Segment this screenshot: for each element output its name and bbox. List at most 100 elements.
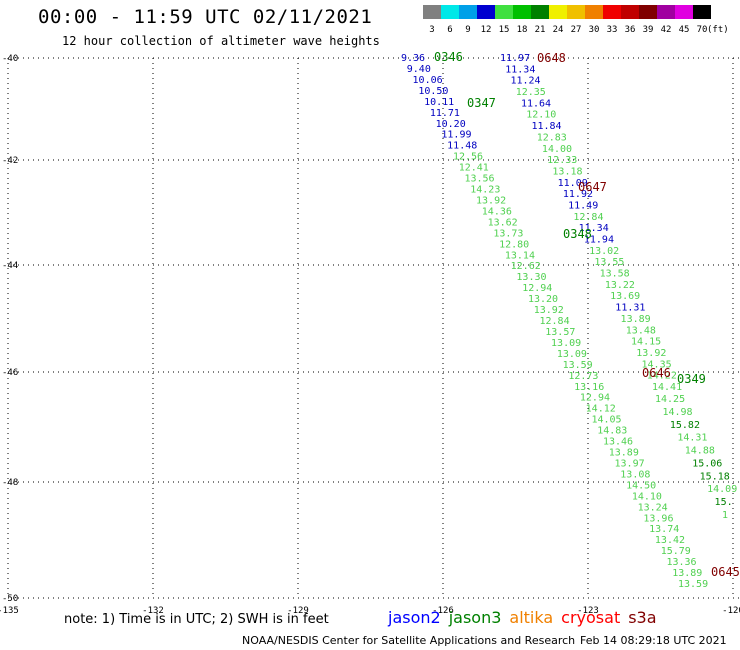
track-a-value: 12.94 xyxy=(522,283,552,294)
legend-swatch-33 xyxy=(603,5,621,19)
lon-label: -120 xyxy=(722,606,740,616)
track-b-value: 11.94 xyxy=(584,235,614,246)
legend-swatch-9 xyxy=(459,5,477,19)
satellite-jason3: jason3 xyxy=(448,608,502,627)
legend-swatch-15 xyxy=(495,5,513,19)
track-a-value: 13.96 xyxy=(643,513,673,524)
track-a-value: 11.48 xyxy=(447,141,477,152)
track-a-value: 13.97 xyxy=(615,458,645,469)
track-a-value: 13.24 xyxy=(638,502,668,513)
track-a-value: 14.36 xyxy=(482,206,512,217)
track-b-value: 13.48 xyxy=(626,325,656,336)
track-b-value: 11.24 xyxy=(510,76,540,87)
satellite-s3a: s3a xyxy=(628,608,657,627)
track-a-value: 10.06 xyxy=(413,75,443,86)
track-c-value: 15.06 xyxy=(692,458,722,469)
track-a-value: 13.62 xyxy=(488,217,518,228)
pass-time-label: 0648 xyxy=(537,51,566,65)
legend-value-42: 42 xyxy=(661,25,672,35)
track-b-value: 13.89 xyxy=(621,314,651,325)
legend-swatch-24 xyxy=(549,5,567,19)
track-a-value: 12.73 xyxy=(568,371,598,382)
legend-value-39: 39 xyxy=(643,25,654,35)
legend-swatch-6 xyxy=(441,5,459,19)
track-a-value: 14.50 xyxy=(626,480,656,491)
lat-label: -44 xyxy=(2,261,18,271)
track-b-value: 12.35 xyxy=(516,87,546,98)
track-a-value: 9.36 xyxy=(401,53,425,64)
pass-time-label: 0349 xyxy=(677,372,706,386)
track-a-value: 13.57 xyxy=(545,327,575,338)
legend-value-9: 9 xyxy=(465,25,470,35)
track-a-value: 10.50 xyxy=(418,86,448,97)
track-c-value: 15.18 xyxy=(700,471,730,482)
pass-time-label: 0647 xyxy=(578,180,607,194)
track-a-value: 13.36 xyxy=(666,557,696,568)
track-b-value: 13.58 xyxy=(600,269,630,280)
legend-swatch-70 xyxy=(693,5,711,19)
legend-value-21: 21 xyxy=(535,25,546,35)
track-b-value: 11.09 xyxy=(558,178,588,189)
track-c-value: 14.88 xyxy=(685,446,715,457)
lat-label: -50 xyxy=(2,594,18,604)
satellite-legend: jason2 jason3 altika cryosat s3a xyxy=(388,608,665,627)
legend-value-36: 36 xyxy=(625,25,636,35)
lon-label: -126 xyxy=(432,606,454,616)
track-a-value: 10.20 xyxy=(436,119,466,130)
track-b-value: 13.55 xyxy=(594,257,624,268)
legend-unit: (ft) xyxy=(707,25,729,35)
lat-label: -48 xyxy=(2,478,18,488)
track-a-value: 13.16 xyxy=(574,382,604,393)
legend-swatch-39 xyxy=(639,5,657,19)
lon-label: -123 xyxy=(577,606,599,616)
legend-swatch-3 xyxy=(423,5,441,19)
generation-timestamp: Feb 14 08:29:18 UTC 2021 xyxy=(580,634,727,647)
track-b-value: 14.00 xyxy=(542,144,572,155)
legend-value-12: 12 xyxy=(481,25,492,35)
legend-swatch-42 xyxy=(657,5,675,19)
track-a-value: 13.92 xyxy=(476,195,506,206)
track-b-value: 12.10 xyxy=(526,110,556,121)
legend-swatch-36 xyxy=(621,5,639,19)
legend-swatch-21 xyxy=(531,5,549,19)
lat-label: -46 xyxy=(2,368,18,378)
track-a-value: 12.41 xyxy=(459,163,489,174)
track-a-value: 13.92 xyxy=(534,305,564,316)
pass-time-label: 0347 xyxy=(467,96,496,110)
legend-value-15: 15 xyxy=(499,25,510,35)
track-c-value: 15.82 xyxy=(670,420,700,431)
track-b-value: 11.34 xyxy=(505,64,535,75)
legend-value-27: 27 xyxy=(571,25,582,35)
track-a-value: 14.83 xyxy=(597,426,627,437)
legend-value-6: 6 xyxy=(447,25,452,35)
track-c-value: 14.98 xyxy=(662,407,692,418)
legend-value-70: 70 xyxy=(697,25,708,35)
track-c-value: 15. xyxy=(715,497,733,508)
track-b-value: 11.92 xyxy=(563,189,593,200)
track-b-value: 11.84 xyxy=(531,121,561,132)
legend-value-24: 24 xyxy=(553,25,564,35)
track-a-value: 12.94 xyxy=(580,393,610,404)
track-b-value: 13.22 xyxy=(605,280,635,291)
map-title: 00:00 - 11:59 UTC 02/11/2021 xyxy=(38,6,373,28)
track-a-value: 11.71 xyxy=(430,108,460,119)
legend-swatch-18 xyxy=(513,5,531,19)
track-a-value: 13.42 xyxy=(655,535,685,546)
track-a-value: 13.59 xyxy=(563,360,593,371)
track-a-value: 14.12 xyxy=(586,404,616,415)
legend-value-18: 18 xyxy=(517,25,528,35)
track-b-value: 13.02 xyxy=(589,246,619,257)
track-b-value: 12.84 xyxy=(573,212,603,223)
legend-swatch-27 xyxy=(567,5,585,19)
track-a-value: 13.56 xyxy=(464,174,494,185)
pass-time-label: 0346 xyxy=(434,50,463,64)
track-b-value: 11.31 xyxy=(615,303,645,314)
color-legend: 3 6 9 12 15 18 21 24 27 30 33 36 39 42 45 70 (ft) xyxy=(423,5,729,35)
track-a-value: 13.20 xyxy=(528,294,558,305)
track-a-value: 14.23 xyxy=(470,185,500,196)
legend-value-30: 30 xyxy=(589,25,600,35)
legend-value-33: 33 xyxy=(607,25,618,35)
track-a-value: 12.56 xyxy=(453,152,483,163)
track-b-value: 12.83 xyxy=(537,132,567,143)
track-a-value: 12.84 xyxy=(540,316,570,327)
